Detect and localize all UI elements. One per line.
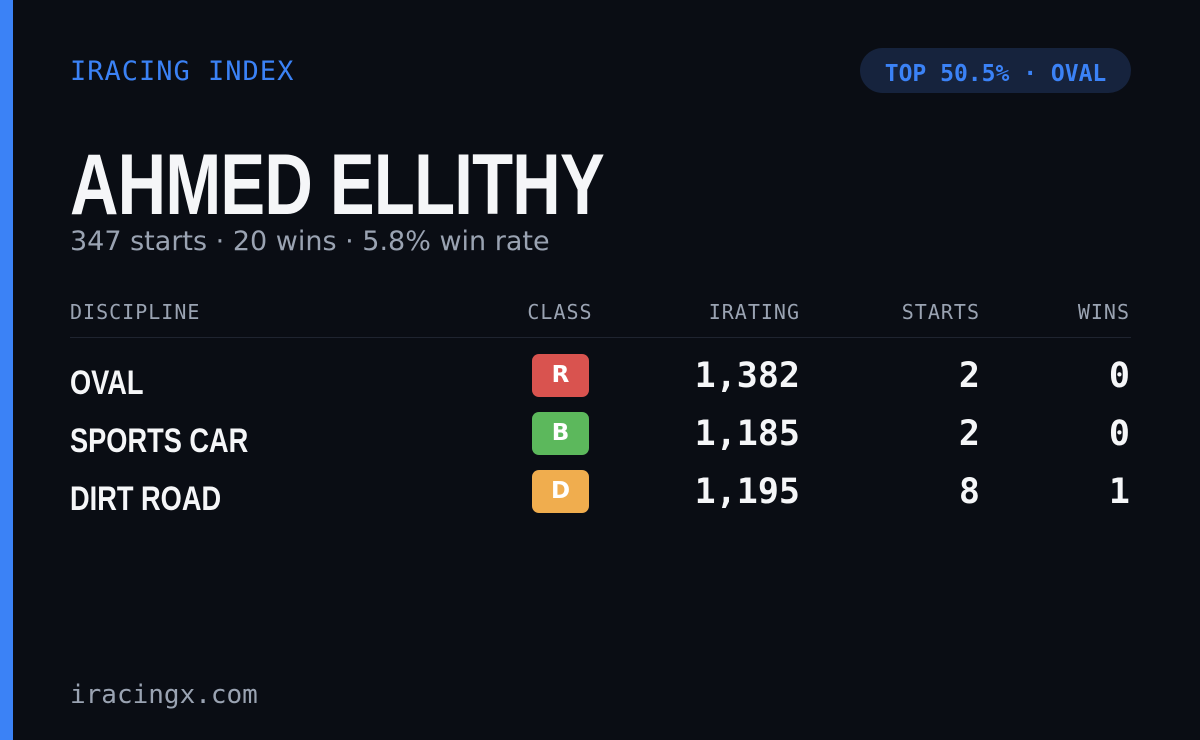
irating: 1,185 <box>694 414 800 454</box>
starts: 2 <box>958 414 980 454</box>
discipline: DIRT ROAD <box>70 480 222 518</box>
accent-bar <box>0 0 13 740</box>
wins: 0 <box>1108 356 1130 396</box>
discipline: SPORTS CAR <box>70 422 249 460</box>
column-header: CLASS <box>527 300 593 324</box>
rank-badge: TOP 50.5% · OVAL <box>860 48 1131 93</box>
irating: 1,382 <box>694 356 800 396</box>
class-badge: D <box>532 470 589 513</box>
discipline: OVAL <box>70 364 144 402</box>
starts: 2 <box>958 356 980 396</box>
starts: 8 <box>958 472 980 512</box>
column-header: STARTS <box>901 300 980 324</box>
class-badge: B <box>532 412 589 455</box>
column-header: WINS <box>1077 300 1130 324</box>
class-badge: R <box>532 354 589 397</box>
footer: iracingx.com <box>70 680 258 710</box>
wins: 0 <box>1108 414 1130 454</box>
driver-stats: 347 starts · 20 wins · 5.8% win rate <box>70 226 550 257</box>
column-header: IRATING <box>708 300 800 324</box>
driver-name: AHMED ELLITHY <box>70 137 605 233</box>
irating: 1,195 <box>694 472 800 512</box>
brand: IRACING INDEX <box>70 56 295 87</box>
wins: 1 <box>1108 472 1130 512</box>
header-rule <box>70 337 1131 338</box>
column-header: DISCIPLINE <box>70 300 201 324</box>
